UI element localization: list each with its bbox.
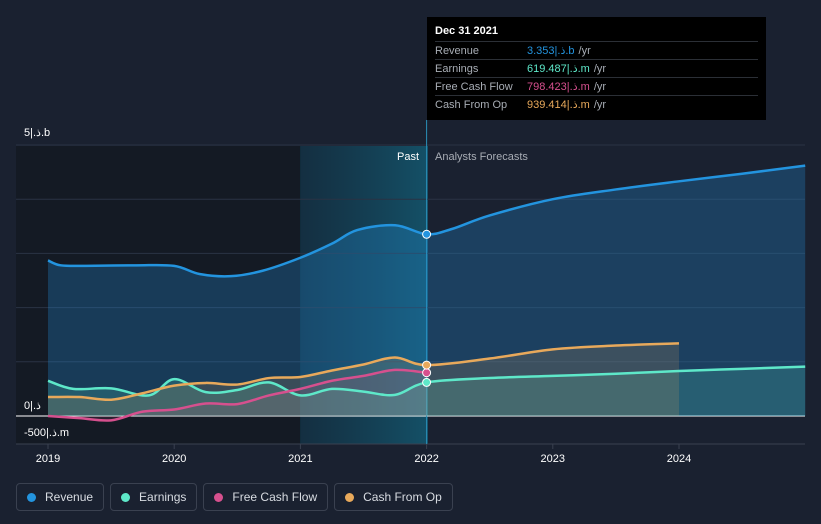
x-tick-label: 2024 xyxy=(667,453,691,465)
tooltip-series-unit: /yr xyxy=(593,62,607,75)
cash-from-op-line xyxy=(47,342,680,402)
tooltip-series-unit: /yr xyxy=(593,80,607,93)
legend-label: Cash From Op xyxy=(363,490,442,504)
x-tick-label: 2020 xyxy=(162,453,186,465)
tooltip-series-value: 619.487|.ذ.m xyxy=(527,63,590,75)
y-axis-top-label: 5|.ذ.b xyxy=(24,127,50,139)
revenue-marker[interactable] xyxy=(422,229,432,239)
x-tick-label: 2023 xyxy=(541,453,565,465)
legend-label: Earnings xyxy=(139,490,187,504)
legend-dot-icon xyxy=(345,492,355,502)
earnings-line xyxy=(47,365,806,397)
tooltip-row: Revenue 3.353|.ذ.b/yr xyxy=(435,41,758,59)
legend: Revenue Earnings Free Cash Flow Cash From O… xyxy=(16,483,453,511)
legend-item-earnings[interactable]: Earnings xyxy=(110,483,198,511)
y-axis-bottom-label: -500|.ذ.m xyxy=(24,427,69,439)
past-region-dark xyxy=(16,146,301,444)
tooltip-row: Cash From Op 939.414|.ذ.m/yr xyxy=(435,95,758,113)
x-tick-label: 2021 xyxy=(288,453,312,465)
free-cash-flow-line xyxy=(47,368,427,422)
legend-label: Free Cash Flow xyxy=(232,490,318,504)
past-region-highlight xyxy=(300,146,428,444)
tooltip-series-unit: /yr xyxy=(593,98,607,111)
tooltip-series-unit: /yr xyxy=(578,44,591,57)
legend-dot-icon xyxy=(27,492,36,502)
x-tick-label: 2019 xyxy=(36,453,60,465)
tooltip-date: Dec 31 2021 xyxy=(435,25,498,37)
tooltip-series-name: Revenue xyxy=(435,44,480,57)
tooltip-series-value: 3.353|.ذ.b xyxy=(527,45,575,57)
tooltip-series-name: Earnings xyxy=(435,62,479,75)
tooltip-row: Free Cash Flow 798.423|.ذ.m/yr xyxy=(435,77,758,95)
revenue-line xyxy=(47,164,806,278)
x-tick-label: 2022 xyxy=(414,453,438,465)
legend-item-free-cash-flow[interactable]: Free Cash Flow xyxy=(203,483,329,511)
free-cash-flow-marker[interactable] xyxy=(422,368,432,378)
legend-label: Revenue xyxy=(45,490,94,504)
revenue-area xyxy=(48,165,806,416)
forecast-label: Analysts Forecasts xyxy=(435,151,528,163)
cash-from-op-area xyxy=(48,343,679,416)
earnings-marker[interactable] xyxy=(422,377,432,387)
tooltip-series-value: 798.423|.ذ.m xyxy=(527,81,590,93)
legend-dot-icon xyxy=(121,492,131,502)
tooltip-row: Earnings 619.487|.ذ.m/yr xyxy=(435,59,758,77)
tooltip-series-name: Cash From Op xyxy=(435,98,508,111)
tooltip-series-value: 939.414|.ذ.m xyxy=(527,99,590,111)
y-axis-zero-label: 0|.ذ xyxy=(24,400,41,412)
tooltip-series-name: Free Cash Flow xyxy=(435,80,513,93)
cash-from-op-marker[interactable] xyxy=(422,360,432,370)
legend-item-revenue[interactable]: Revenue xyxy=(16,483,105,511)
past-label: Past xyxy=(397,151,419,163)
tooltip: Dec 31 2021 Revenue 3.353|.ذ.b/yr Earnings… xyxy=(427,17,766,120)
legend-item-cash-from-op[interactable]: Cash From Op xyxy=(334,483,453,511)
free-cash-flow-area xyxy=(48,369,427,421)
legend-dot-icon xyxy=(214,492,224,502)
